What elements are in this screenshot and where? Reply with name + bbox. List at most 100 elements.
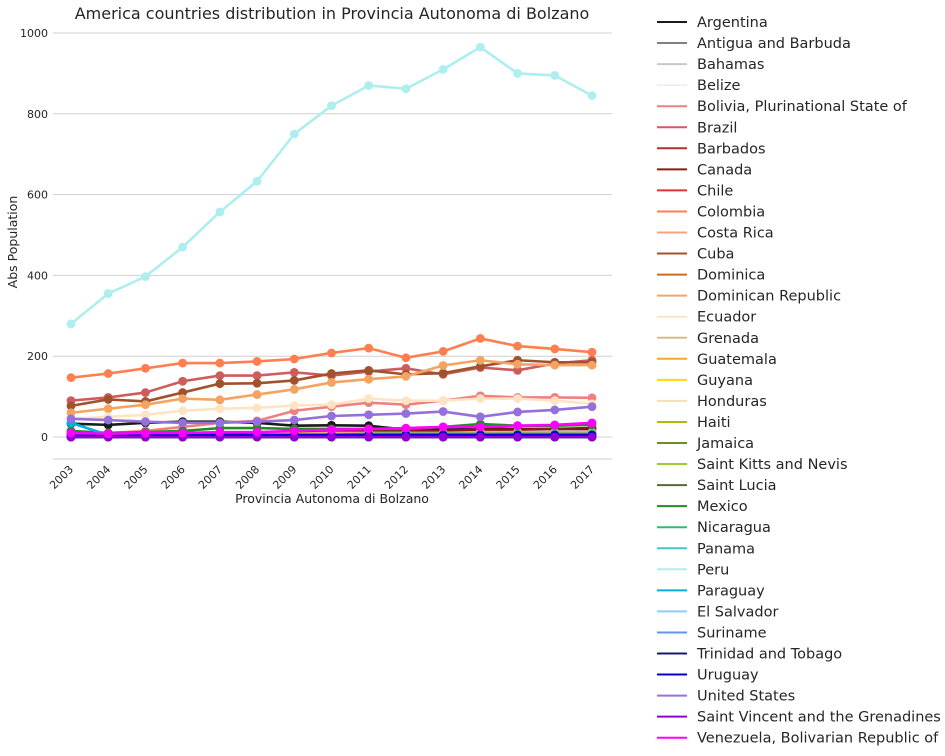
data-point xyxy=(141,410,150,420)
data-point xyxy=(215,418,225,428)
data-point xyxy=(178,406,188,416)
legend-item: Barbados xyxy=(657,141,766,157)
data-point xyxy=(103,429,113,439)
data-point xyxy=(364,81,374,90)
legend-item: Ecuador xyxy=(657,310,756,326)
y-axis-ticks: 0 200 400 600 800 1000 xyxy=(20,27,48,444)
legend: Argentina Antigua and Barbuda Bahamas Beliz… xyxy=(657,15,941,747)
data-point xyxy=(252,427,262,437)
x-tick-label: 2007 xyxy=(196,463,225,492)
legend-item: Guyana xyxy=(657,373,753,389)
legend-label: Ecuador xyxy=(697,310,756,326)
legend-label: Barbados xyxy=(697,141,766,157)
legend-item: Jamaica xyxy=(657,436,754,452)
data-point xyxy=(401,353,411,363)
x-axis-ticks: 2003 2004 2005 2006 2007 2008 2009 2010 2011 2012… xyxy=(47,463,597,492)
data-point xyxy=(513,69,522,78)
data-point xyxy=(327,425,336,435)
data-point xyxy=(513,432,522,442)
legend-label: Nicaragua xyxy=(697,520,771,536)
data-point xyxy=(513,341,522,351)
legend-item: Haiti xyxy=(657,415,731,431)
data-point xyxy=(475,422,485,432)
data-point xyxy=(178,428,188,438)
data-point xyxy=(103,404,113,414)
data-point xyxy=(438,407,448,416)
x-tick-label: 2003 xyxy=(47,463,76,492)
data-point xyxy=(289,432,299,442)
data-point xyxy=(475,432,485,442)
data-point xyxy=(364,394,374,404)
x-tick-label: 2009 xyxy=(270,463,299,492)
legend-item: Guatemala xyxy=(657,352,777,368)
legend-item: Argentina xyxy=(657,15,768,31)
y-tick-label: 200 xyxy=(27,350,48,363)
y-tick-label: 800 xyxy=(27,108,48,121)
data-point xyxy=(103,369,113,378)
data-point xyxy=(327,378,336,387)
data-point xyxy=(550,344,560,354)
y-tick-label: 400 xyxy=(27,269,48,282)
legend-label: Suriname xyxy=(697,625,767,641)
series-united-states xyxy=(66,402,597,428)
legend-label: Venezuela, Bolivarian Republic of xyxy=(697,731,939,747)
legend-label: Saint Lucia xyxy=(697,478,777,494)
data-point xyxy=(550,360,560,370)
legend-label: Mexico xyxy=(697,499,748,515)
y-tick-label: 600 xyxy=(27,189,48,202)
chart-title: America countries distribution in Provin… xyxy=(75,4,590,23)
data-point xyxy=(141,400,150,410)
data-point xyxy=(401,432,411,442)
legend-item: Saint Lucia xyxy=(657,478,777,494)
legend-label: Colombia xyxy=(697,204,765,220)
legend-label: Guatemala xyxy=(697,352,777,368)
x-axis-label: Provincia Autonoma di Bolzano xyxy=(235,491,429,506)
legend-item: Mexico xyxy=(657,499,748,515)
data-point xyxy=(475,355,485,365)
data-point xyxy=(513,407,522,417)
series-ecuador xyxy=(66,394,597,424)
data-point xyxy=(289,415,299,425)
data-point xyxy=(550,432,560,442)
data-point xyxy=(289,376,299,385)
data-point xyxy=(215,379,225,389)
legend-label: Dominica xyxy=(697,268,765,284)
data-point xyxy=(401,423,411,433)
data-point xyxy=(587,418,597,428)
data-point xyxy=(438,368,448,378)
data-point xyxy=(215,358,225,368)
data-point xyxy=(327,101,336,111)
legend-item: Belize xyxy=(657,78,741,94)
data-point xyxy=(587,393,597,403)
legend-label: Trinidad and Tobago xyxy=(696,647,842,663)
legend-item: El Salvador xyxy=(657,604,778,620)
data-point xyxy=(401,396,411,406)
data-point xyxy=(289,354,299,364)
legend-item: Uruguay xyxy=(657,668,759,684)
data-point xyxy=(66,408,76,418)
data-point xyxy=(587,360,597,370)
y-axis-label: Abs Population xyxy=(5,196,20,289)
data-point xyxy=(364,343,374,353)
data-point xyxy=(513,421,522,431)
y-tick-label: 0 xyxy=(41,431,48,444)
data-point xyxy=(178,242,188,252)
x-tick-label: 2017 xyxy=(568,463,597,492)
legend-item: Dominica xyxy=(657,268,765,284)
legend-item: Suriname xyxy=(657,625,767,641)
legend-item: Chile xyxy=(657,183,733,199)
legend-label: Belize xyxy=(697,78,741,94)
y-tick-label: 1000 xyxy=(20,27,48,40)
data-point xyxy=(141,272,150,282)
data-point xyxy=(438,346,448,356)
data-point xyxy=(475,394,485,404)
data-point xyxy=(550,405,560,415)
legend-item: Colombia xyxy=(657,204,765,220)
legend-item: Saint Kitts and Nevis xyxy=(657,457,848,473)
series-colombia xyxy=(66,334,597,383)
data-point xyxy=(215,371,225,380)
data-point xyxy=(289,426,299,436)
data-point xyxy=(401,363,411,373)
legend-label: Argentina xyxy=(697,15,768,31)
